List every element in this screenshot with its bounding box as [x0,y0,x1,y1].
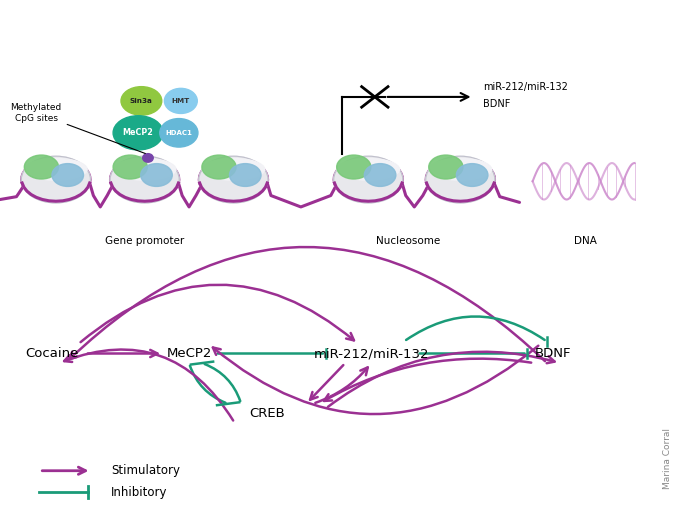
Ellipse shape [337,155,371,179]
Ellipse shape [110,156,179,203]
Ellipse shape [364,163,396,186]
Ellipse shape [426,156,495,203]
Text: Marina Corral: Marina Corral [663,428,673,489]
Ellipse shape [160,119,198,147]
Ellipse shape [52,163,84,186]
Ellipse shape [140,163,173,186]
Text: BDNF: BDNF [484,99,511,109]
Ellipse shape [229,163,261,186]
Ellipse shape [25,155,58,179]
Ellipse shape [202,155,236,179]
Text: Sin3a: Sin3a [130,98,153,104]
Text: CREB: CREB [249,407,285,420]
Ellipse shape [429,158,492,180]
Text: MeCP2: MeCP2 [166,347,212,360]
Text: miR-212/miR-132: miR-212/miR-132 [314,347,429,360]
Ellipse shape [429,155,463,179]
Ellipse shape [202,158,264,180]
Ellipse shape [121,87,162,115]
Text: DNA: DNA [574,236,597,246]
Text: Inhibitory: Inhibitory [111,486,167,499]
Ellipse shape [199,156,268,203]
Ellipse shape [337,158,399,180]
Ellipse shape [114,158,176,180]
Ellipse shape [164,89,197,114]
Text: Gene promoter: Gene promoter [105,236,184,246]
Text: Stimulatory: Stimulatory [111,464,180,477]
Text: Nucleosome: Nucleosome [375,236,440,246]
Ellipse shape [21,156,90,203]
Ellipse shape [113,155,147,179]
Text: HDAC1: HDAC1 [166,130,192,136]
Text: Methylated
CpG sites: Methylated CpG sites [10,103,145,154]
Ellipse shape [334,156,403,203]
Text: MeCP2: MeCP2 [123,128,153,137]
Ellipse shape [142,154,153,162]
Ellipse shape [456,163,488,186]
Text: Cocaine: Cocaine [26,347,79,360]
Ellipse shape [113,116,163,150]
Ellipse shape [25,158,87,180]
Text: HMT: HMT [172,98,190,104]
Text: BDNF: BDNF [535,347,572,360]
Text: miR-212/miR-132: miR-212/miR-132 [484,82,569,92]
